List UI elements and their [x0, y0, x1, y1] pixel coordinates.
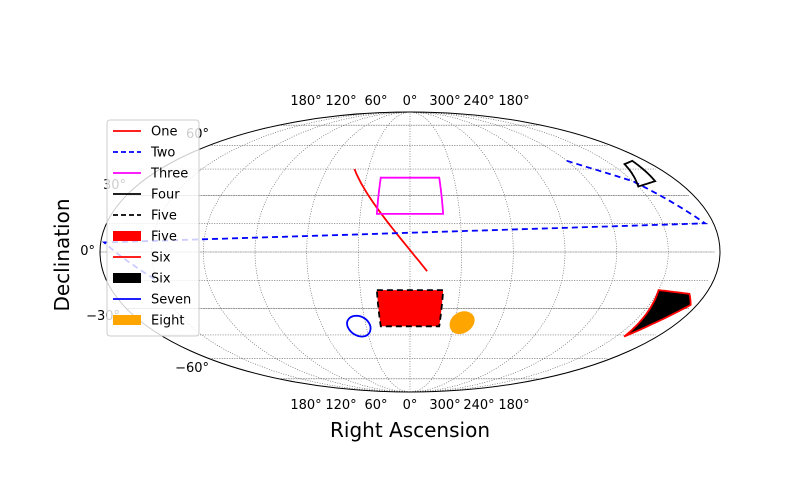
ra-tick-label-bottom: 240° [463, 398, 494, 413]
series-eight [449, 311, 475, 335]
ra-tick-label-top: 180° [498, 94, 529, 109]
ra-tick-label-top: 0° [403, 94, 418, 109]
series-one [353, 168, 428, 272]
legend-entry-label: Eight [151, 314, 184, 329]
sky-boundary [99, 111, 721, 393]
legend-entry-label: Four [151, 188, 180, 203]
legend-entry-label: Six [151, 251, 171, 266]
legend-swatch-patch [113, 231, 141, 241]
legend-entry-label: Three [150, 167, 188, 182]
meridian-line [409, 112, 463, 392]
ra-tick-label-bottom: 300° [429, 398, 460, 413]
meridian-line [357, 112, 411, 392]
ra-tick-label-bottom: 120° [325, 398, 356, 413]
x-axis-label: Right Ascension [330, 418, 490, 442]
tick-labels: 180°180°120°120°60°60°0°0°300°300°240°24… [80, 94, 529, 413]
ra-tick-label-top: 60° [364, 94, 387, 109]
dec-tick-label: −60° [175, 361, 209, 376]
legend-entry-label: One [151, 125, 177, 140]
ra-tick-label-bottom: 180° [290, 398, 321, 413]
series-six [623, 289, 692, 338]
ra-tick-label-top: 240° [463, 94, 494, 109]
data-layer [101, 159, 708, 338]
ra-tick-label-top: 120° [325, 94, 356, 109]
legend-entry-label: Five [151, 209, 177, 224]
ra-tick-label-bottom: 0° [403, 398, 418, 413]
grid [100, 112, 715, 392]
ra-tick-label-bottom: 180° [498, 398, 529, 413]
legend: One Two Three Four Five Five Six Six Seven Eight [106, 119, 200, 337]
legend-entry-label: Five [151, 230, 177, 245]
legend-swatch-patch [113, 273, 141, 283]
series-seven [346, 314, 372, 338]
legend-entry-label: Seven [151, 293, 191, 308]
dec-tick-label: 0° [80, 244, 95, 259]
meridian-line [202, 112, 411, 392]
legend-swatch-patch [113, 315, 141, 325]
ra-tick-label-top: 300° [429, 94, 460, 109]
legend-entry-label: Six [151, 272, 171, 287]
ra-tick-label-bottom: 60° [364, 398, 387, 413]
series-three [375, 176, 445, 215]
legend-entry-label: Two [150, 146, 175, 161]
ra-tick-label-top: 180° [290, 94, 321, 109]
y-axis-label: Declination [50, 198, 74, 311]
meridian-line [409, 112, 618, 392]
series-five [375, 289, 445, 328]
series-four [623, 159, 657, 188]
